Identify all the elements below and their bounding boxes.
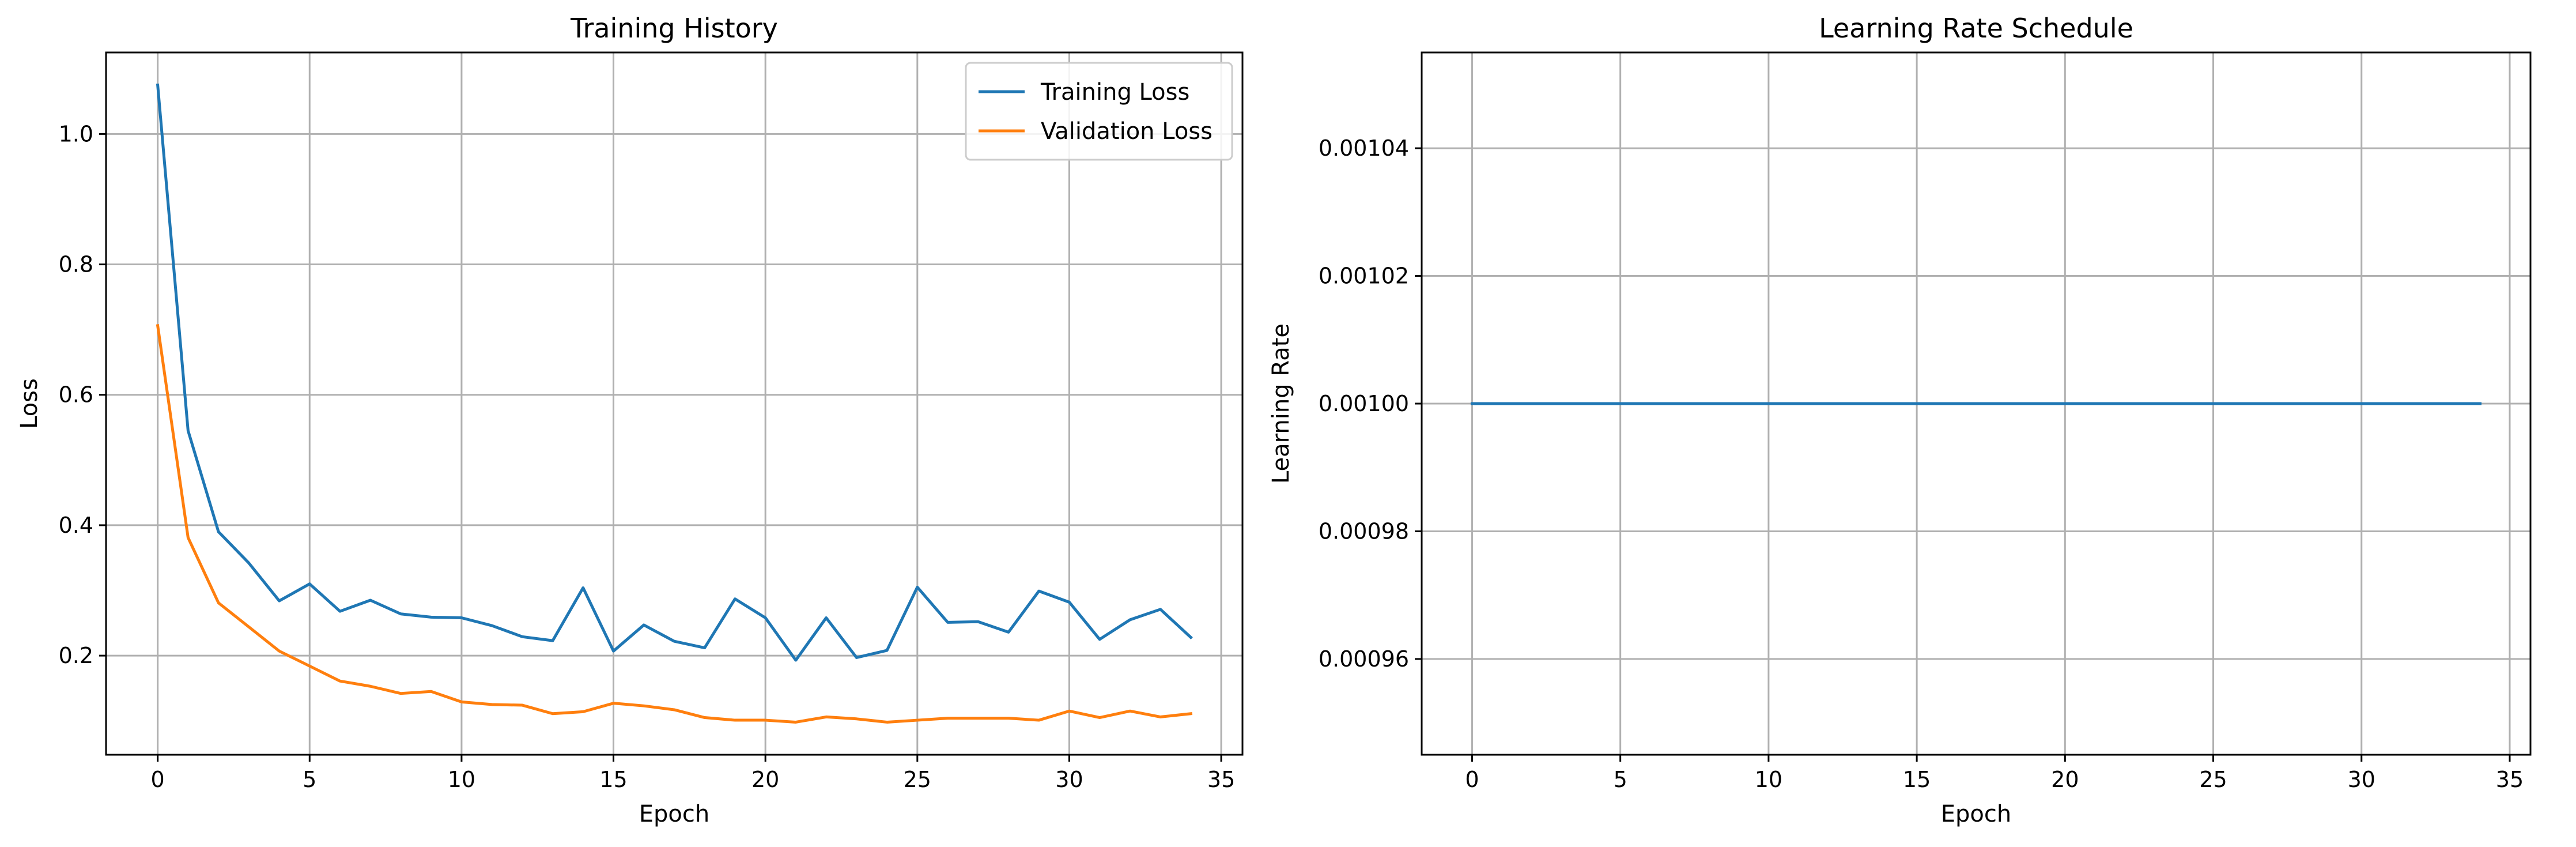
chart-1-x-tick-label: 15 [1903,767,1931,792]
chart-1-y-tick-label: 0.00098 [1319,518,1409,544]
chart-0-x-tick-label: 35 [1207,767,1235,792]
chart-0-x-tick-label: 5 [303,767,316,792]
chart-0-axes-frame [105,51,1244,756]
chart-0-training-loss-line [156,83,1193,662]
chart-0-x-axis-label: Epoch [639,801,709,827]
chart-0-y-tick-label: 0.2 [59,643,93,668]
chart-1-y-tick-label: 0.00100 [1319,391,1409,416]
training-history-panel: 0 5 10 15 20 25 30 35 0.2 0.4 0.6 0.8 1.0 Training Hi… [16,13,1244,827]
chart-0-x-tick-label: 15 [599,767,627,792]
chart-1-x-tick-label: 35 [2496,767,2524,792]
chart-0-legend-validation-loss-label: Validation Loss [1041,118,1213,145]
chart-0-y-tick-label: 1.0 [59,121,93,146]
chart-1-title: Learning Rate Schedule [1819,13,2133,44]
chart-0-title: Training History [570,13,778,44]
chart-0-x-tick-label: 30 [1055,767,1083,792]
chart-1-x-axis-label: Epoch [1941,801,2011,827]
chart-0-y-tick-label: 0.8 [59,252,93,277]
chart-0-x-tick-label: 20 [751,767,779,792]
chart-1-y-axis-label: Learning Rate [1268,323,1294,484]
chart-1-x-tick-label: 25 [2199,767,2227,792]
chart-0-y-tick-label: 0.4 [59,513,93,538]
chart-0-x-tick-label: 0 [151,767,165,792]
chart-0-x-tick-label: 25 [904,767,931,792]
chart-1-x-tick-label: 0 [1465,767,1479,792]
chart-1-y-tick-label: 0.00096 [1319,646,1409,672]
chart-1-y-tick-label: 0.00104 [1319,135,1409,161]
chart-0-y-tick-label: 0.6 [59,382,93,408]
chart-1-x-tick-label: 10 [1755,767,1782,792]
chart-1-x-tick-label: 20 [2051,767,2079,792]
chart-0-validation-loss-line [156,324,1193,724]
chart-1-y-tick-label: 0.00102 [1319,263,1409,289]
chart-0-legend-training-loss-label: Training Loss [1040,79,1189,106]
chart-1-x-tick-label: 30 [2348,767,2375,792]
chart-0-y-axis-label: Loss [16,378,43,429]
chart-1-x-tick-label: 5 [1614,767,1627,792]
learning-rate-panel: 0 5 10 15 20 25 30 35 0.00096 0.00098 0.00100 0.001… [1268,13,2532,827]
chart-0-x-tick-label: 10 [448,767,475,792]
chart-0-legend-box [965,62,1233,161]
